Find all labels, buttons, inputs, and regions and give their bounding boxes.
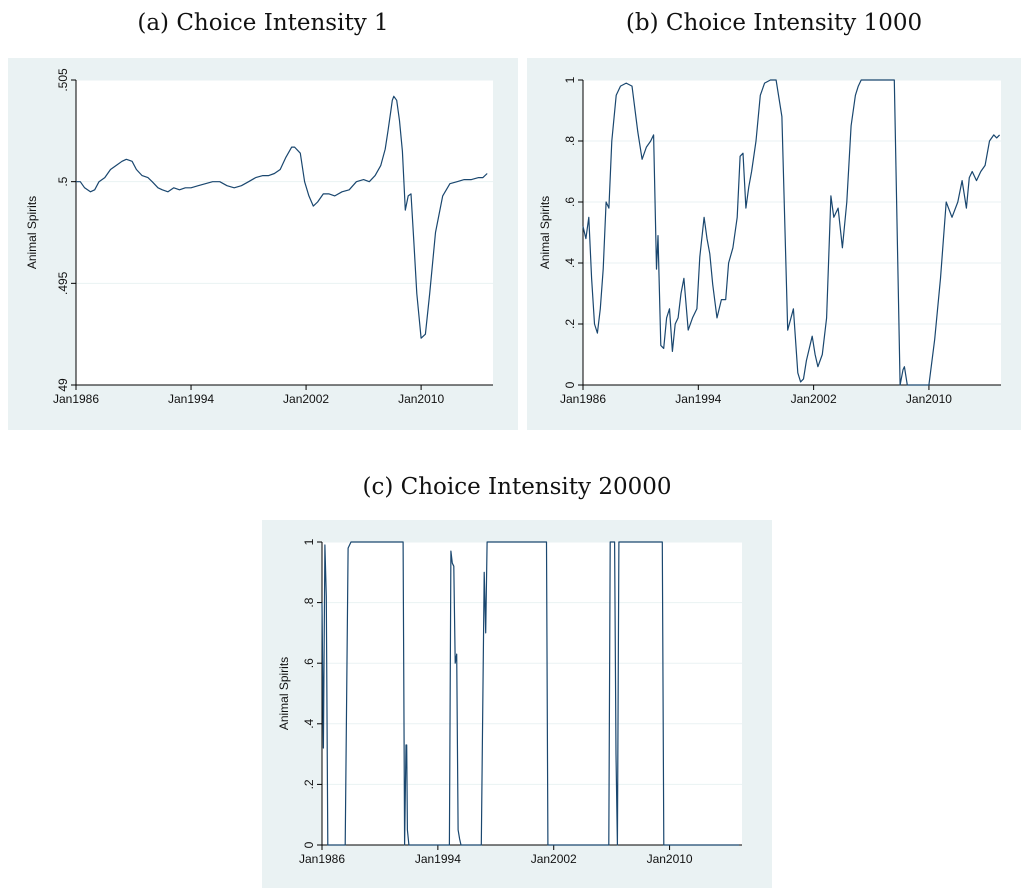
x-tick-label-1: Jan1994 xyxy=(168,392,214,406)
y-tick-label-3: .6 xyxy=(563,197,577,207)
y-tick-label-0: 0 xyxy=(302,841,316,848)
x-tick-label-2: Jan2002 xyxy=(283,392,329,406)
chart-panel-c: 0 .2 .4 .6 .8 1 Jan1986 Jan1994 Jan2002 Jan2010 An… xyxy=(262,520,772,888)
y-tick-label-5: 1 xyxy=(563,76,577,83)
y-tick-label-3: .6 xyxy=(302,658,316,668)
y-tick-label-0: 49 xyxy=(56,378,70,392)
plot-area xyxy=(583,80,1001,385)
y-tick-label-1: .2 xyxy=(302,779,316,789)
series-line-0 xyxy=(76,95,488,339)
x-tick-label-1: Jan1994 xyxy=(415,852,461,866)
chart-panel-a: 49 .495 .5 .505 Jan1986 Jan1994 Jan2002 Jan2010… xyxy=(8,58,518,430)
series-line-0 xyxy=(321,541,740,846)
plot-area xyxy=(76,80,493,385)
x-tick-label-2: Jan2002 xyxy=(531,852,577,866)
x-tick-label-2: Jan2002 xyxy=(791,392,837,406)
y-tick-label-4: .8 xyxy=(302,597,316,607)
y-axis-label: Animal Spirits xyxy=(277,657,291,730)
y-tick-label-3: .505 xyxy=(56,68,70,92)
y-tick-label-0: 0 xyxy=(563,381,577,388)
panel-title-b: (b) Choice Intensity 1000 xyxy=(625,10,923,36)
y-tick-label-1: .2 xyxy=(563,319,577,329)
x-tick-label-3: Jan2010 xyxy=(647,852,693,866)
y-tick-label-5: 1 xyxy=(302,538,316,545)
y-axis-label: Animal Spirits xyxy=(25,196,39,269)
x-tick-label-3: Jan2010 xyxy=(398,392,444,406)
y-tick-label-4: .8 xyxy=(563,136,577,146)
y-tick-label-2: .4 xyxy=(302,718,316,728)
x-tick-label-1: Jan1994 xyxy=(675,392,721,406)
panel-title-c: (c) Choice Intensity 20000 xyxy=(362,474,672,500)
y-tick-label-1: .495 xyxy=(56,271,70,295)
x-tick-label-3: Jan2010 xyxy=(906,392,952,406)
y-tick-label-2: .5 xyxy=(56,176,70,186)
panel-title-a: (a) Choice Intensity 1 xyxy=(137,10,389,36)
y-axis-label: Animal Spirits xyxy=(538,196,552,269)
plot-area xyxy=(322,542,742,845)
x-tick-label-0: Jan1986 xyxy=(53,392,99,406)
chart-panel-b: 0 .2 .4 .6 .8 1 Jan1986 Jan1994 Jan2002 Jan2010 An… xyxy=(527,58,1021,430)
series-line-0 xyxy=(582,79,1001,386)
y-tick-label-2: .4 xyxy=(563,258,577,268)
x-tick-label-0: Jan1986 xyxy=(560,392,606,406)
x-tick-label-0: Jan1986 xyxy=(299,852,345,866)
